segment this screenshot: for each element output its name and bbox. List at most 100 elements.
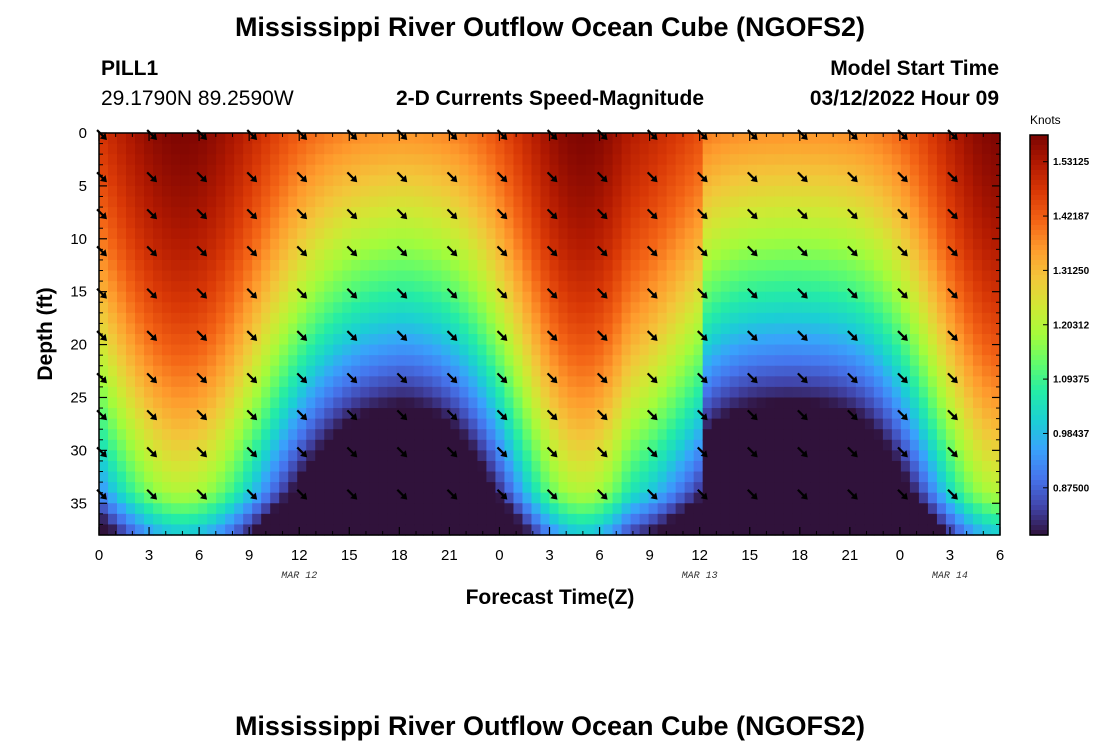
heatmap-cell xyxy=(918,503,929,515)
heatmap-cell xyxy=(405,482,415,494)
heatmap-cell xyxy=(126,196,136,208)
heatmap-cell xyxy=(387,238,397,250)
heatmap-cell xyxy=(900,259,911,272)
heatmap-cell xyxy=(945,228,956,240)
colorbar-step xyxy=(1030,440,1048,446)
heatmap-cell xyxy=(738,471,749,483)
heatmap-cell xyxy=(738,270,749,282)
heatmap-cell xyxy=(468,460,479,473)
heatmap-cell xyxy=(468,429,479,441)
heatmap-cell xyxy=(927,492,938,504)
heatmap-cell xyxy=(432,175,442,187)
heatmap-cell xyxy=(909,334,920,346)
heatmap-cell xyxy=(171,482,181,494)
heatmap-cell xyxy=(990,270,1001,282)
heatmap-cell xyxy=(333,228,343,240)
heatmap-cell xyxy=(423,185,433,198)
heatmap-cell xyxy=(567,249,578,261)
heatmap-cell xyxy=(756,408,767,420)
heatmap-cell xyxy=(270,503,280,515)
heatmap-cell xyxy=(468,154,479,166)
heatmap-cell xyxy=(972,408,983,420)
heatmap-cell xyxy=(135,259,145,272)
heatmap-cell xyxy=(297,281,307,293)
heatmap-cell xyxy=(630,270,641,282)
heatmap-cell xyxy=(900,281,911,293)
heatmap-cell xyxy=(855,418,866,430)
heatmap-cell xyxy=(945,185,956,198)
heatmap-cell xyxy=(324,207,334,219)
heatmap-cell xyxy=(189,196,199,208)
heatmap-cell xyxy=(918,312,929,325)
heatmap-cell xyxy=(261,175,271,187)
footer-title: Mississippi River Outflow Ocean Cube (NG… xyxy=(235,711,865,741)
heatmap-cell xyxy=(621,175,632,187)
heatmap-cell xyxy=(468,291,479,303)
heatmap-cell xyxy=(945,302,956,314)
heatmap-cell xyxy=(171,154,181,166)
heatmap-cell xyxy=(495,312,506,325)
heatmap-cell xyxy=(558,397,569,409)
heatmap-cell xyxy=(882,450,893,462)
heatmap-cell xyxy=(495,249,506,261)
heatmap-cell xyxy=(324,259,334,272)
heatmap-cell xyxy=(702,323,713,335)
heatmap-cell xyxy=(675,418,686,430)
heatmap-cell xyxy=(234,270,244,282)
heatmap-cell xyxy=(225,376,235,388)
colorbar-step xyxy=(1030,200,1048,206)
heatmap-cell xyxy=(324,323,334,335)
heatmap-cell xyxy=(468,302,479,314)
heatmap-cell xyxy=(729,334,740,346)
heatmap-cell xyxy=(198,185,208,198)
heatmap-cell xyxy=(936,429,947,441)
colorbar-tick-label: 0.87500 xyxy=(1053,483,1090,494)
heatmap-cell xyxy=(234,524,244,536)
heatmap-cell xyxy=(288,450,298,462)
heatmap-cell xyxy=(342,376,352,388)
heatmap-cell xyxy=(702,492,713,504)
heatmap-cell xyxy=(531,386,542,399)
heatmap-cell xyxy=(495,429,506,441)
heatmap-cell xyxy=(819,503,830,515)
heatmap-cell xyxy=(189,376,199,388)
heatmap-cell xyxy=(216,418,226,430)
heatmap-cell xyxy=(693,386,704,399)
heatmap-cell xyxy=(810,429,821,441)
heatmap-cell xyxy=(486,524,497,536)
heatmap-cell xyxy=(405,492,415,504)
heatmap-cell xyxy=(612,291,623,303)
heatmap-cell xyxy=(126,397,136,409)
heatmap-cell xyxy=(792,513,803,526)
heatmap-cell xyxy=(261,291,271,303)
heatmap-cell xyxy=(675,450,686,462)
heatmap-cell xyxy=(126,344,136,356)
current-arrow xyxy=(296,287,308,299)
heatmap-cell xyxy=(198,344,208,356)
heatmap-cell xyxy=(369,376,379,388)
heatmap-cell xyxy=(495,376,506,388)
colorbar-step xyxy=(1030,275,1048,281)
heatmap-cell xyxy=(378,249,388,261)
heatmap-cell xyxy=(972,418,983,430)
heatmap-cell xyxy=(360,460,370,473)
heatmap-cell xyxy=(765,344,776,356)
heatmap-cell xyxy=(513,302,524,314)
heatmap-cell xyxy=(846,365,857,377)
heatmap-cell xyxy=(387,429,397,441)
heatmap-cell xyxy=(549,281,560,293)
heatmap-cell xyxy=(630,312,641,325)
heatmap-cell xyxy=(117,334,127,346)
heatmap-cell xyxy=(639,386,650,399)
heatmap-cell xyxy=(747,439,758,451)
heatmap-cell xyxy=(738,302,749,314)
colorbar-step xyxy=(1030,400,1048,406)
heatmap-cell xyxy=(270,281,280,293)
heatmap-cell xyxy=(810,492,821,504)
heatmap-cell xyxy=(972,207,983,219)
heatmap-cell xyxy=(567,133,578,145)
heatmap-cell xyxy=(369,270,379,282)
heatmap-cell xyxy=(585,228,596,240)
heatmap-cell xyxy=(180,513,190,526)
heatmap-cell xyxy=(459,143,470,155)
